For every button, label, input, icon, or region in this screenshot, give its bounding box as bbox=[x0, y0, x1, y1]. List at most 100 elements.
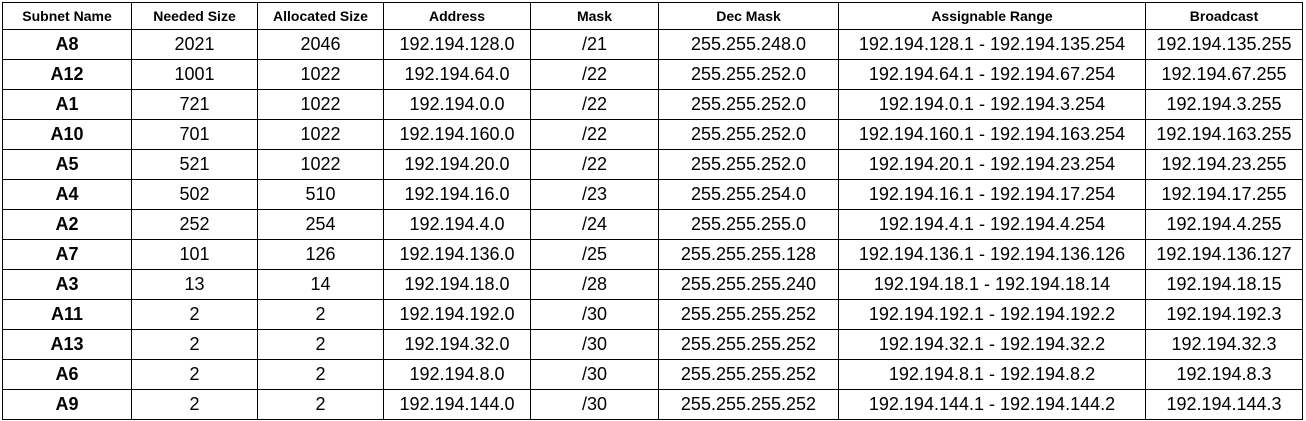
cell-needed-size: 1001 bbox=[131, 59, 258, 90]
table-row: A4 502 510 192.194.16.0/23 255.255.254.0 192.… bbox=[2, 179, 1303, 210]
cell-subnet-name: A10 bbox=[2, 119, 132, 150]
cell-assignable-range: 192.194.0.1 - 192.194.3.254 bbox=[838, 89, 1146, 120]
cell-dec-mask: 255.255.252.0 bbox=[658, 59, 839, 90]
cell-dec-mask: 255.255.252.0 bbox=[658, 149, 839, 180]
cell-broadcast: 192.194.18.15 bbox=[1145, 269, 1303, 300]
cell-allocated-size: 2046 bbox=[257, 29, 384, 60]
cell-subnet-name: A4 bbox=[2, 179, 132, 210]
cell-subnet-name: A6 bbox=[2, 359, 132, 390]
cell-address: 192.194.64.0 bbox=[383, 59, 531, 90]
cell-allocated-size: 126 bbox=[257, 239, 384, 270]
cell-address: 192.194.144.0 bbox=[383, 389, 531, 420]
cell-mask: /30 bbox=[530, 299, 659, 330]
cell-allocated-size: 510 bbox=[257, 179, 384, 210]
cell-allocated-size: 2 bbox=[257, 359, 384, 390]
cell-subnet-name: A5 bbox=[2, 149, 132, 180]
cell-mask: /22 bbox=[530, 149, 659, 180]
cell-address: 192.194.136.0 bbox=[383, 239, 531, 270]
header-dec-mask: Dec Mask bbox=[658, 2, 839, 30]
cell-assignable-range: 192.194.128.1 - 192.194.135.254 bbox=[838, 29, 1146, 60]
cell-address: 192.194.8.0 bbox=[383, 359, 531, 390]
cell-address: 192.194.18.0 bbox=[383, 269, 531, 300]
cell-dec-mask: 255.255.248.0 bbox=[658, 29, 839, 60]
table-row: A1 721 1022 192.194.0.0/22 255.255.252.0 192.… bbox=[2, 89, 1303, 120]
cell-mask: /30 bbox=[530, 389, 659, 420]
cell-mask: /30 bbox=[530, 359, 659, 390]
table-row: A7 101 126 192.194.136.0/25 255.255.255.128 1… bbox=[2, 239, 1303, 270]
cell-dec-mask: 255.255.255.240 bbox=[658, 269, 839, 300]
cell-allocated-size: 1022 bbox=[257, 89, 384, 120]
cell-needed-size: 721 bbox=[131, 89, 258, 120]
cell-broadcast: 192.194.163.255 bbox=[1145, 119, 1303, 150]
cell-subnet-name: A1 bbox=[2, 89, 132, 120]
cell-dec-mask: 255.255.255.0 bbox=[658, 209, 839, 240]
cell-broadcast: 192.194.17.255 bbox=[1145, 179, 1303, 210]
cell-allocated-size: 2 bbox=[257, 329, 384, 360]
cell-address: 192.194.192.0 bbox=[383, 299, 531, 330]
cell-allocated-size: 254 bbox=[257, 209, 384, 240]
cell-broadcast: 192.194.67.255 bbox=[1145, 59, 1303, 90]
cell-allocated-size: 2 bbox=[257, 299, 384, 330]
cell-broadcast: 192.194.3.255 bbox=[1145, 89, 1303, 120]
cell-subnet-name: A12 bbox=[2, 59, 132, 90]
cell-assignable-range: 192.194.8.1 - 192.194.8.2 bbox=[838, 359, 1146, 390]
cell-needed-size: 521 bbox=[131, 149, 258, 180]
cell-broadcast: 192.194.192.3 bbox=[1145, 299, 1303, 330]
cell-allocated-size: 1022 bbox=[257, 149, 384, 180]
cell-broadcast: 192.194.32.3 bbox=[1145, 329, 1303, 360]
cell-allocated-size: 2 bbox=[257, 389, 384, 420]
header-mask: Mask bbox=[530, 2, 659, 30]
cell-assignable-range: 192.194.160.1 - 192.194.163.254 bbox=[838, 119, 1146, 150]
cell-subnet-name: A3 bbox=[2, 269, 132, 300]
cell-dec-mask: 255.255.255.252 bbox=[658, 359, 839, 390]
table-row: A6 2 2 192.194.8.0/30 255.255.255.252 192.194… bbox=[2, 359, 1303, 390]
cell-needed-size: 252 bbox=[131, 209, 258, 240]
cell-assignable-range: 192.194.4.1 - 192.194.4.254 bbox=[838, 209, 1146, 240]
cell-broadcast: 192.194.8.3 bbox=[1145, 359, 1303, 390]
cell-address: 192.194.4.0 bbox=[383, 209, 531, 240]
header-broadcast: Broadcast bbox=[1145, 2, 1303, 30]
table-row: A3 13 14 192.194.18.0/28 255.255.255.240 192.… bbox=[2, 269, 1303, 300]
cell-needed-size: 502 bbox=[131, 179, 258, 210]
cell-needed-size: 701 bbox=[131, 119, 258, 150]
table-row: A5 521 1022 192.194.20.0/22 255.255.252.0 192… bbox=[2, 149, 1303, 180]
cell-needed-size: 2 bbox=[131, 299, 258, 330]
cell-dec-mask: 255.255.252.0 bbox=[658, 89, 839, 120]
header-subnet-name: Subnet Name bbox=[2, 2, 132, 30]
table-row: A13 2 2 192.194.32.0/30 255.255.255.252 192.1… bbox=[2, 329, 1303, 360]
cell-allocated-size: 1022 bbox=[257, 119, 384, 150]
cell-subnet-name: A11 bbox=[2, 299, 132, 330]
header-needed-size: Needed Size bbox=[131, 2, 258, 30]
cell-mask: /28 bbox=[530, 269, 659, 300]
cell-mask: /25 bbox=[530, 239, 659, 270]
cell-needed-size: 2 bbox=[131, 389, 258, 420]
cell-dec-mask: 255.255.252.0 bbox=[658, 119, 839, 150]
header-row: Subnet Name Needed Size Allocated Size A… bbox=[2, 2, 1303, 30]
cell-address: 192.194.160.0 bbox=[383, 119, 531, 150]
table-row: A12 1001 1022 192.194.64.0/22 255.255.252.0 1… bbox=[2, 59, 1303, 90]
cell-needed-size: 2021 bbox=[131, 29, 258, 60]
cell-address: 192.194.16.0 bbox=[383, 179, 531, 210]
header-address: Address bbox=[383, 2, 531, 30]
cell-mask: /22 bbox=[530, 59, 659, 90]
cell-address: 192.194.20.0 bbox=[383, 149, 531, 180]
cell-subnet-name: A2 bbox=[2, 209, 132, 240]
cell-assignable-range: 192.194.18.1 - 192.194.18.14 bbox=[838, 269, 1146, 300]
cell-mask: /22 bbox=[530, 89, 659, 120]
header-assignable-range: Assignable Range bbox=[838, 2, 1146, 30]
cell-subnet-name: A8 bbox=[2, 29, 132, 60]
table-row: A9 2 2 192.194.144.0/30 255.255.255.252 192.1… bbox=[2, 389, 1303, 420]
cell-needed-size: 2 bbox=[131, 329, 258, 360]
cell-broadcast: 192.194.144.3 bbox=[1145, 389, 1303, 420]
cell-mask: /30 bbox=[530, 329, 659, 360]
cell-mask: /21 bbox=[530, 29, 659, 60]
cell-assignable-range: 192.194.20.1 - 192.194.23.254 bbox=[838, 149, 1146, 180]
cell-allocated-size: 1022 bbox=[257, 59, 384, 90]
cell-dec-mask: 255.255.255.252 bbox=[658, 299, 839, 330]
cell-address: 192.194.32.0 bbox=[383, 329, 531, 360]
header-allocated-size: Allocated Size bbox=[257, 2, 384, 30]
cell-needed-size: 13 bbox=[131, 269, 258, 300]
cell-dec-mask: 255.255.255.252 bbox=[658, 389, 839, 420]
cell-assignable-range: 192.194.64.1 - 192.194.67.254 bbox=[838, 59, 1146, 90]
